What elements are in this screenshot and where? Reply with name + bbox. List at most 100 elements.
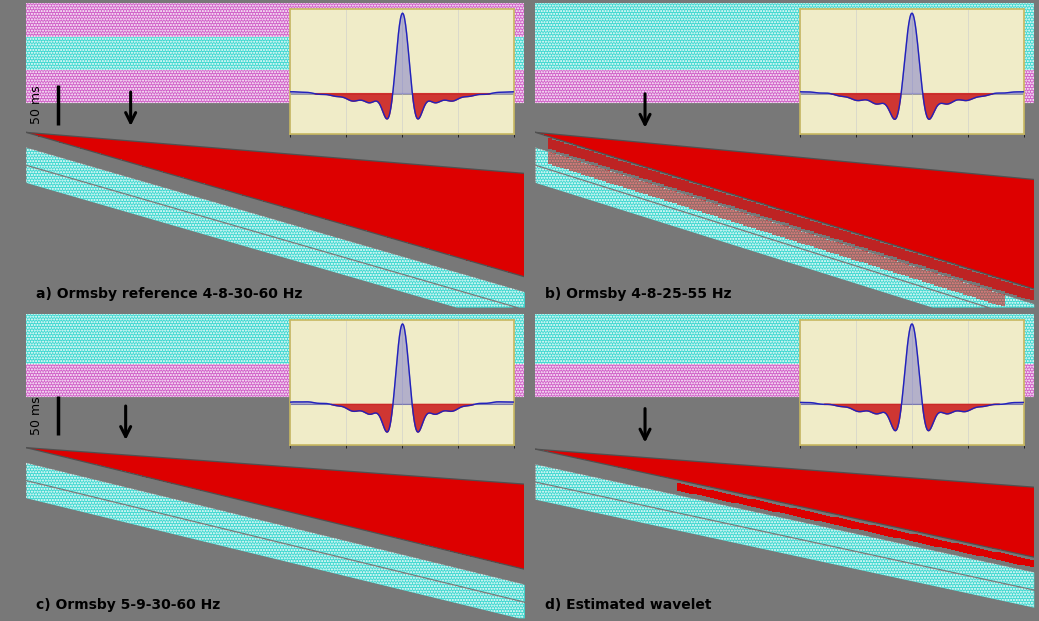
Bar	[622, 176, 627, 188]
Bar	[647, 170, 651, 180]
Bar	[26, 314, 525, 347]
Bar	[818, 514, 822, 522]
Bar	[805, 219, 809, 230]
Bar	[581, 137, 585, 147]
Bar	[84, 137, 88, 150]
Bar	[259, 465, 263, 505]
Bar	[814, 159, 818, 220]
Bar	[304, 468, 309, 516]
Bar	[610, 140, 614, 156]
Bar	[263, 465, 267, 506]
Bar	[296, 468, 300, 514]
Bar	[809, 470, 814, 509]
Bar	[913, 478, 917, 532]
Bar	[797, 509, 801, 517]
Bar	[776, 224, 780, 236]
Bar	[516, 484, 521, 568]
Bar	[710, 463, 714, 487]
Bar	[780, 505, 784, 514]
Bar	[780, 156, 784, 210]
Bar	[905, 533, 909, 540]
Bar	[992, 176, 996, 276]
Bar	[26, 3, 525, 37]
Bar	[735, 211, 739, 223]
Bar	[159, 143, 163, 171]
Bar	[834, 472, 838, 514]
Bar	[196, 147, 201, 183]
Bar	[809, 158, 814, 219]
Bar	[234, 463, 238, 499]
Bar	[155, 143, 159, 170]
Bar	[909, 266, 913, 278]
Bar	[1005, 485, 1009, 551]
Bar	[1013, 556, 1017, 564]
Bar	[834, 229, 838, 239]
Bar	[855, 474, 859, 519]
Bar	[942, 276, 947, 288]
Bar	[263, 152, 267, 202]
Bar	[535, 3, 1034, 37]
Bar	[1001, 281, 1005, 291]
Bar	[963, 482, 967, 542]
Bar	[606, 156, 610, 167]
Bar	[872, 240, 876, 251]
Bar	[992, 278, 996, 289]
Bar	[400, 475, 404, 540]
Bar	[512, 173, 516, 274]
Bar	[1009, 177, 1013, 282]
Bar	[793, 509, 797, 516]
Bar	[901, 263, 905, 275]
Bar	[552, 140, 556, 150]
Bar	[88, 452, 92, 463]
Bar	[288, 467, 292, 512]
Bar	[246, 151, 250, 197]
Bar	[383, 474, 388, 535]
Bar	[446, 479, 450, 550]
Bar	[483, 481, 487, 560]
Bar	[660, 459, 664, 476]
Bar	[639, 457, 643, 472]
Bar	[851, 162, 855, 232]
Bar	[560, 451, 564, 455]
Bar	[317, 156, 321, 217]
Bar	[893, 530, 897, 538]
Bar	[818, 237, 822, 249]
Bar	[830, 160, 834, 225]
Bar	[710, 203, 714, 215]
Bar	[697, 461, 701, 484]
Bar	[548, 138, 552, 149]
Bar	[880, 527, 884, 535]
Bar	[830, 472, 834, 514]
Bar	[855, 522, 859, 530]
Bar	[996, 553, 1001, 560]
Bar	[417, 165, 421, 246]
Bar	[772, 209, 776, 219]
Bar	[693, 184, 697, 195]
Bar	[826, 240, 830, 252]
Bar	[635, 166, 639, 176]
Bar	[577, 148, 581, 158]
Bar	[859, 250, 863, 262]
Bar	[971, 483, 976, 544]
Bar	[838, 473, 843, 515]
Bar	[947, 264, 951, 274]
Bar	[597, 138, 602, 153]
Bar	[710, 149, 714, 188]
Bar	[622, 456, 627, 468]
Bar	[656, 173, 660, 183]
Bar	[92, 453, 97, 465]
Bar	[822, 225, 826, 235]
Bar	[585, 137, 589, 148]
Bar	[764, 502, 768, 510]
Bar	[26, 314, 525, 347]
Bar	[681, 147, 685, 179]
Bar	[1013, 178, 1017, 283]
Bar	[176, 459, 180, 484]
Bar	[585, 164, 589, 176]
Bar	[560, 142, 564, 153]
Bar	[722, 207, 726, 219]
Bar	[552, 451, 556, 453]
Bar	[639, 142, 643, 166]
Bar	[959, 281, 963, 294]
Bar	[930, 272, 934, 284]
